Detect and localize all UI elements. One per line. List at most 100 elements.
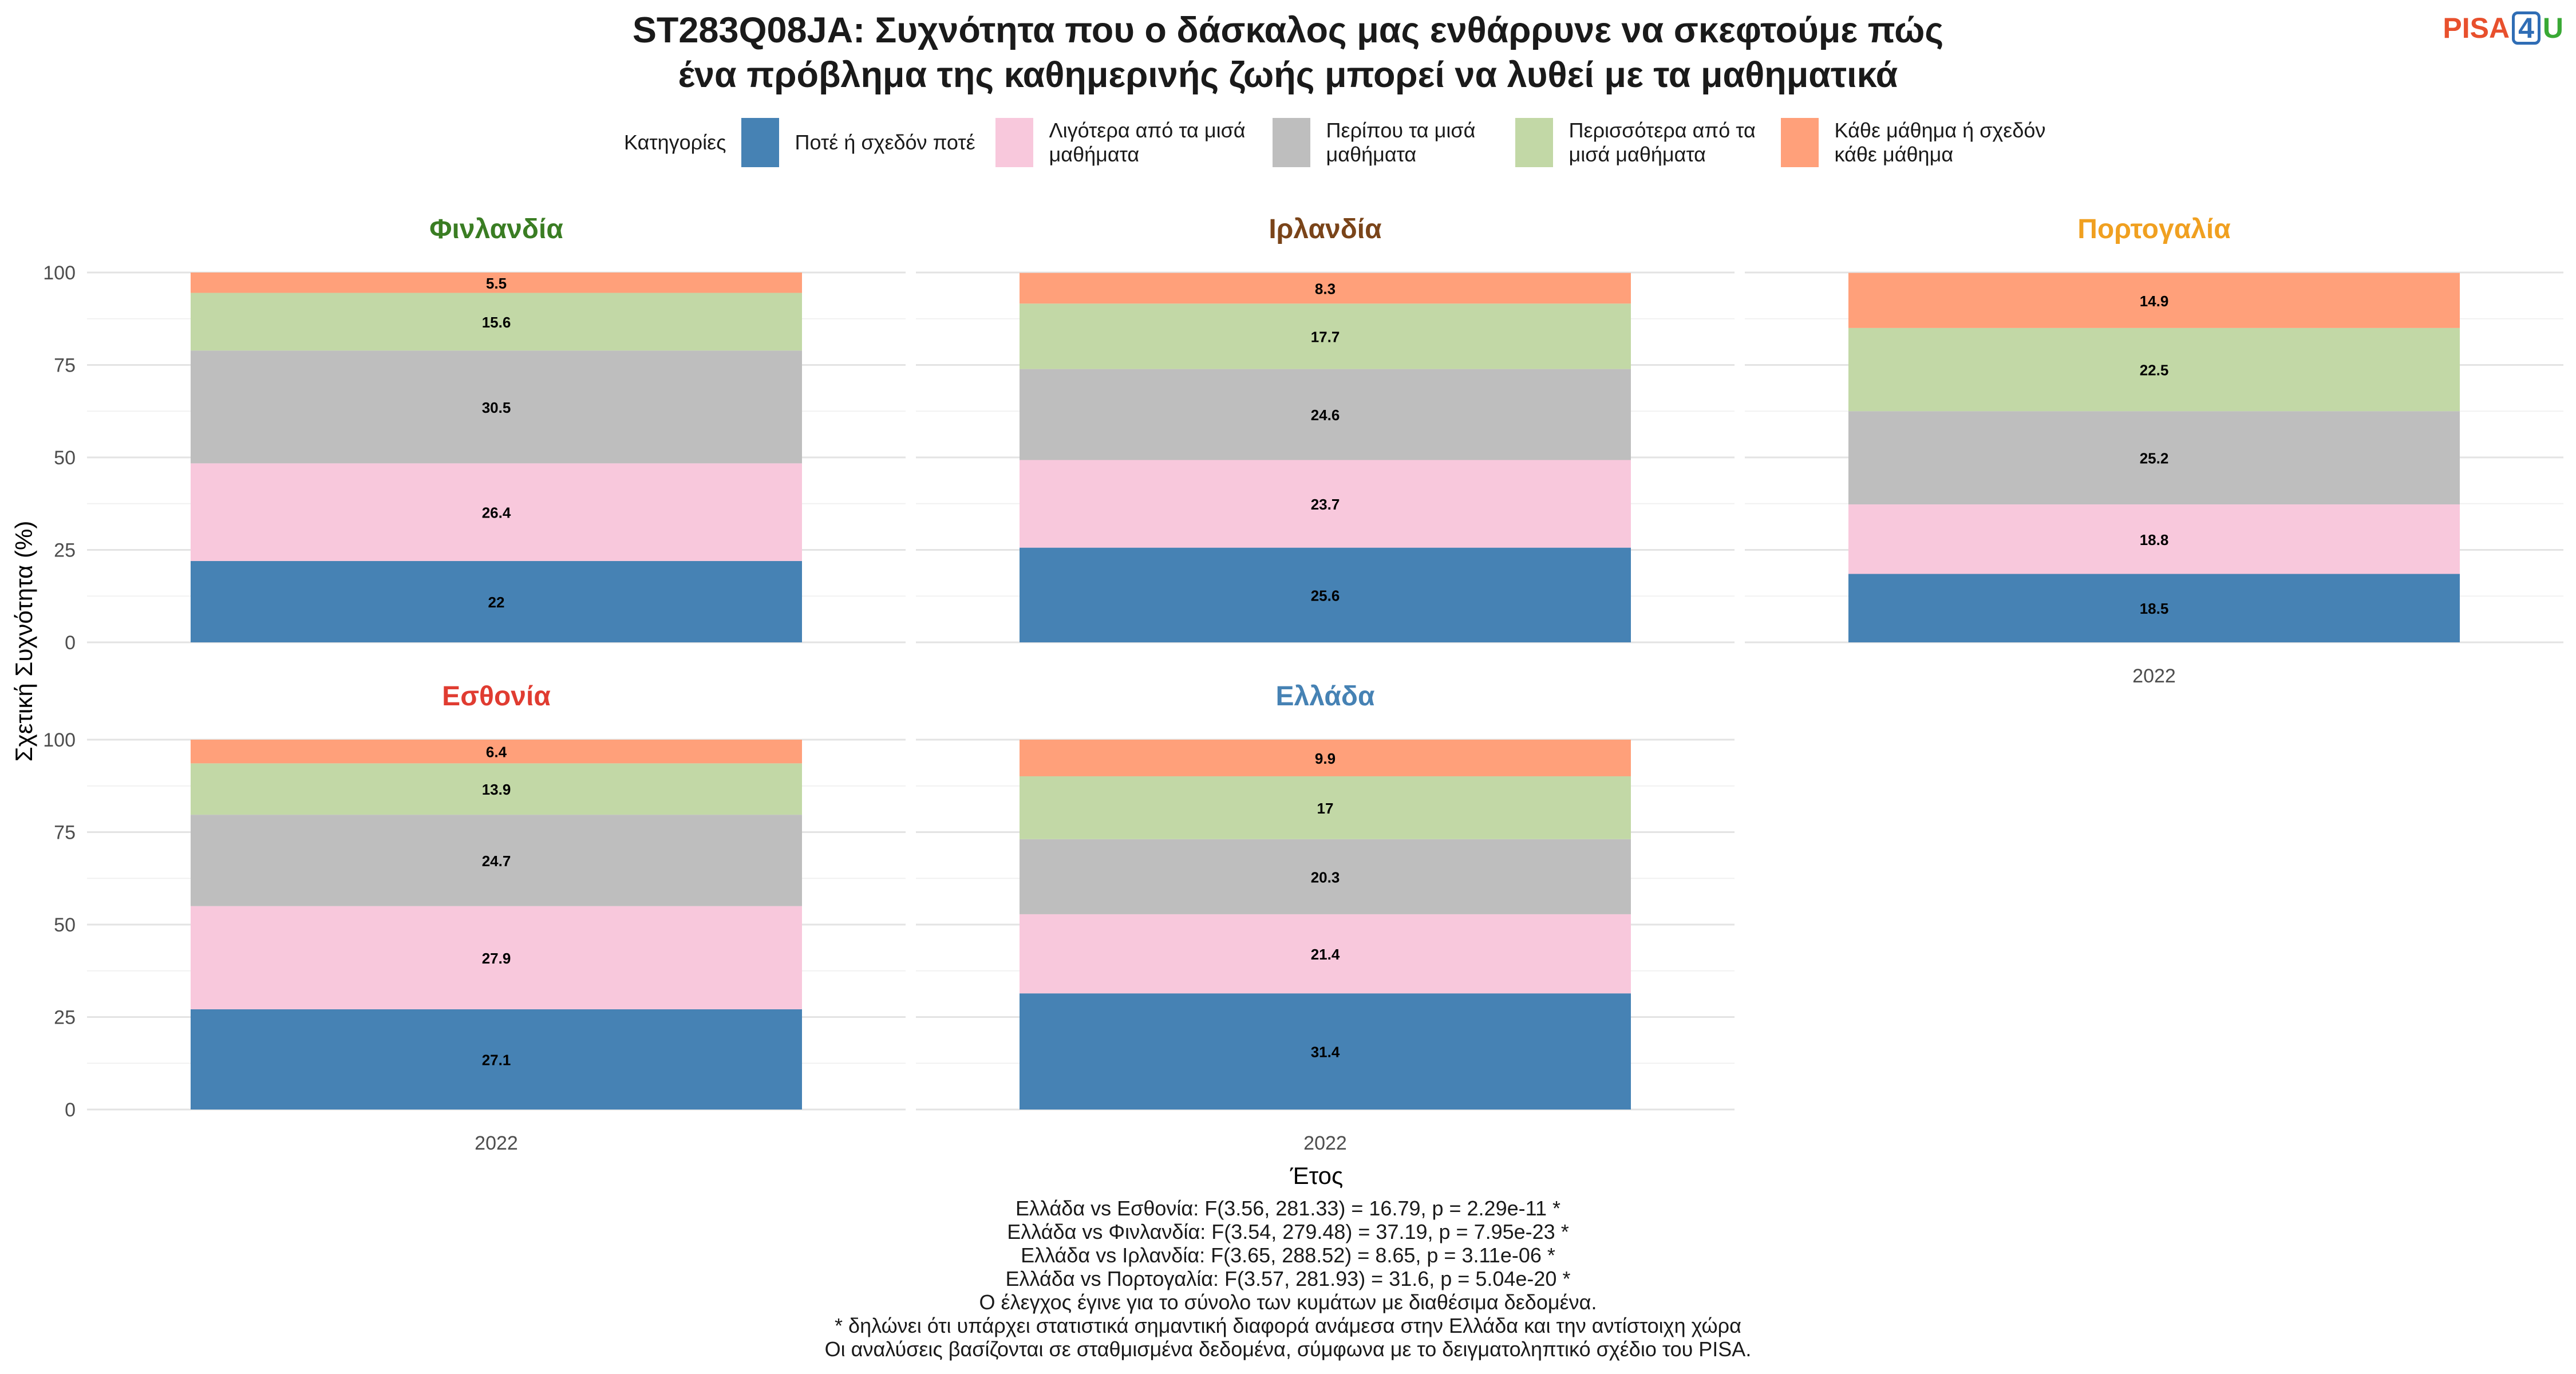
- bar-segment: [1020, 369, 1631, 460]
- legend-item: Περισσότερα από τα μισά μαθήματα: [1515, 118, 1769, 167]
- data-label: 13.9: [482, 781, 511, 798]
- data-label: 31.4: [1311, 1044, 1340, 1061]
- y-tick-label: 0: [65, 632, 76, 654]
- bar-segment: [191, 1009, 802, 1110]
- note-line: Οι αναλύσεις βασίζονται σε σταθμισμένα δ…: [824, 1337, 1752, 1361]
- bar-segment: [191, 463, 802, 561]
- note-line: Ελλάδα vs Ιρλανδία: F(3.65, 288.52) = 8.…: [1021, 1243, 1555, 1267]
- y-tick-label: 50: [54, 447, 76, 469]
- bar-segment: [1848, 327, 2460, 412]
- logo-pisa-text: PISA: [2443, 12, 2510, 44]
- data-label: 27.9: [482, 950, 511, 967]
- title-line-2: ένα πρόβλημα της καθημερινής ζωής μπορεί…: [678, 55, 1898, 95]
- facet-title: Εσθονία: [442, 681, 551, 712]
- legend-item: Ποτέ ή σχεδόν ποτέ: [741, 118, 984, 167]
- legend-swatch: [1515, 118, 1553, 167]
- legend: Κατηγορίες Ποτέ ή σχεδόν ποτέ Λιγότερα α…: [624, 117, 2058, 168]
- bar-segment: [191, 815, 802, 906]
- x-tick-label: 2022: [2132, 665, 2176, 687]
- legend-swatch: [995, 118, 1033, 167]
- note-line: Ελλάδα vs Πορτογαλία: F(3.57, 281.93) = …: [1005, 1267, 1571, 1290]
- data-label: 14.9: [2140, 293, 2169, 310]
- bar-segment: [1020, 740, 1631, 776]
- data-label: 22.5: [2140, 362, 2169, 379]
- chart-title: ST283Q08JA: Συχνότητα που ο δάσκαλος μας…: [0, 8, 2576, 97]
- logo-four-text: 4: [2512, 11, 2541, 45]
- bar-segment: [191, 273, 802, 293]
- y-tick-label: 75: [54, 822, 76, 844]
- facet-title: Πορτογαλία: [2077, 214, 2231, 244]
- title-line-1: ST283Q08JA: Συχνότητα που ο δάσκαλος μας…: [632, 10, 1944, 50]
- pisa4u-logo: PISA 4 U: [2443, 11, 2563, 45]
- data-label: 5.5: [486, 275, 507, 292]
- bar-segment: [1020, 460, 1631, 548]
- bar-segment: [191, 740, 802, 764]
- bar-segment: [1848, 411, 2460, 505]
- facet-title: Φινλανδία: [429, 214, 563, 244]
- legend-title: Κατηγορίες: [624, 131, 726, 154]
- bar-segment: [1848, 273, 2460, 328]
- note-line: Ελλάδα vs Εσθονία: F(3.56, 281.33) = 16.…: [1016, 1197, 1560, 1220]
- data-label: 20.3: [1311, 868, 1340, 886]
- legend-swatch: [741, 118, 779, 167]
- data-label: 17.7: [1311, 328, 1340, 345]
- bar-segment: [191, 293, 802, 351]
- data-label: 21.4: [1311, 946, 1340, 963]
- logo-u-text: U: [2542, 12, 2563, 44]
- y-tick-label: 0: [65, 1099, 76, 1121]
- data-label: 15.6: [482, 314, 511, 331]
- legend-label: Περίπου τα μισά μαθήματα: [1326, 119, 1476, 166]
- facet-title: Ιρλανδία: [1269, 214, 1382, 244]
- note-line: * δηλώνει ότι υπάρχει στατιστικά σημαντι…: [835, 1314, 1741, 1337]
- bar-segment: [1020, 776, 1631, 839]
- facet-title: Ελλάδα: [1276, 681, 1375, 712]
- y-tick-label: 100: [43, 262, 76, 284]
- bar-segment: [191, 350, 802, 464]
- y-tick-label: 25: [54, 540, 76, 562]
- data-label: 23.7: [1311, 496, 1340, 513]
- note-line: Ελλάδα vs Φινλανδία: F(3.54, 279.48) = 3…: [1007, 1220, 1569, 1243]
- data-label: 8.3: [1315, 280, 1336, 297]
- bar-segment: [1020, 303, 1631, 369]
- data-label: 25.6: [1311, 587, 1340, 604]
- legend-label: Λιγότερα από τα μισά μαθήματα: [1049, 119, 1246, 166]
- data-label: 6.4: [486, 744, 507, 761]
- y-tick-label: 75: [54, 355, 76, 377]
- bar-segment: [191, 906, 802, 1009]
- bar-segment: [1020, 914, 1631, 994]
- data-label: 27.1: [482, 1051, 511, 1068]
- legend-swatch: [1780, 118, 1819, 167]
- y-axis-title: Σχετική Συχνότητα (%): [10, 521, 37, 762]
- legend-swatch: [1272, 118, 1310, 167]
- y-tick-label: 50: [54, 914, 76, 936]
- y-tick-label: 100: [43, 729, 76, 751]
- legend-label: Κάθε μάθημα ή σχεδόν κάθε μάθημα: [1834, 119, 2046, 166]
- data-label: 18.5: [2140, 600, 2169, 617]
- data-label: 25.2: [2140, 450, 2169, 467]
- bar-segment: [191, 763, 802, 815]
- legend-label: Ποτέ ή σχεδόν ποτέ: [795, 131, 975, 154]
- data-label: 22: [488, 594, 505, 611]
- data-label: 17: [1317, 800, 1334, 817]
- data-label: 26.4: [482, 504, 511, 522]
- bar-segment: [1020, 993, 1631, 1110]
- statistical-notes: Ελλάδα vs Εσθονία: F(3.56, 281.33) = 16.…: [0, 1197, 2576, 1361]
- legend-label: Περισσότερα από τα μισά μαθήματα: [1568, 119, 1756, 166]
- bar-segment: [1848, 504, 2460, 574]
- data-label: 24.6: [1311, 406, 1340, 424]
- x-axis-title: Έτος: [1290, 1162, 1344, 1189]
- data-label: 18.8: [2140, 531, 2169, 548]
- legend-item: Λιγότερα από τα μισά μαθήματα: [995, 118, 1261, 167]
- data-label: 9.9: [1315, 750, 1336, 767]
- bar-segment: [1848, 574, 2460, 642]
- data-label: 24.7: [482, 852, 511, 870]
- bar-segment: [191, 560, 802, 642]
- bar-segment: [1020, 273, 1631, 304]
- x-tick-label: 2022: [475, 1132, 518, 1154]
- bar-segment: [1020, 547, 1631, 642]
- legend-item: Κάθε μάθημα ή σχεδόν κάθε μάθημα: [1780, 118, 2046, 167]
- note-line: Ο έλεγχος έγινε για το σύνολο των κυμάτω…: [979, 1290, 1597, 1314]
- bar-segment: [1020, 839, 1631, 914]
- legend-item: Περίπου τα μισά μαθήματα: [1272, 118, 1504, 167]
